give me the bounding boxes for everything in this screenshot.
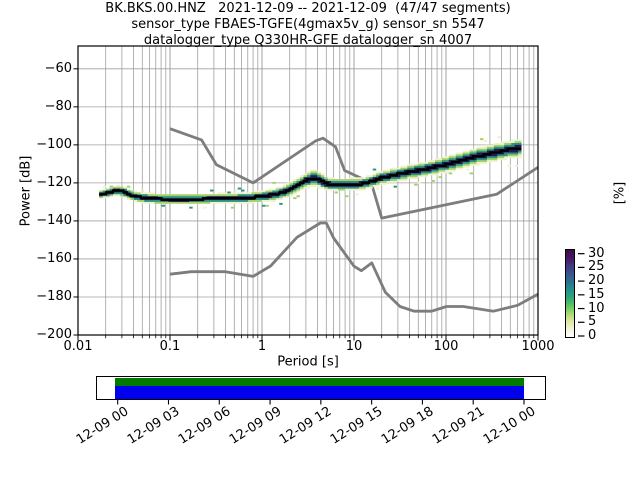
title-line-3: datalogger_type Q330HR-GFE datalogger_sn…	[143, 33, 473, 48]
title-line-1: BK.BKS.00.HNZ 2021-12-09 -- 2021-12-09 (…	[105, 1, 511, 16]
title-line-2: sensor_type FBAES-TGFE(4gmax5v_g) sensor…	[131, 17, 485, 32]
x-tick-label: 1000	[521, 339, 555, 354]
y-tick-label: −120	[36, 174, 72, 190]
figure-title-block: BK.BKS.00.HNZ 2021-12-09 -- 2021-12-09 (…	[78, 1, 538, 49]
y-tick-label: −200	[36, 327, 72, 342]
colorbar	[565, 249, 575, 338]
colorbar-tick-label: 10	[588, 300, 605, 316]
x-tick-label: 10	[345, 339, 363, 354]
timeline-psd-bar	[115, 386, 524, 399]
colorbar-tick-label: 20	[588, 273, 605, 289]
x-tick-label: 100	[433, 339, 459, 354]
colorbar-tick-label: 15	[588, 286, 605, 302]
colorbar-tick-label: 30	[588, 245, 605, 261]
x-tick-label: 0.01	[63, 339, 93, 354]
y-tick-label: −140	[36, 212, 72, 228]
x-axis-label: Period [s]	[277, 354, 339, 370]
y-tick-label: −180	[36, 288, 72, 304]
x-tick-label: 0.1	[159, 339, 181, 354]
timeline-coverage-bar	[115, 377, 524, 386]
y-tick-label: −60	[44, 60, 72, 76]
colorbar-tick-label: 25	[588, 259, 605, 275]
y-tick-label: −100	[36, 136, 72, 152]
y-tick-label: −80	[44, 98, 72, 114]
colorbar-tick-label: 0	[588, 328, 597, 343]
x-tick-label: 1	[257, 339, 267, 354]
y-tick-label: −160	[36, 250, 72, 266]
colorbar-tick-label: 5	[588, 314, 597, 330]
